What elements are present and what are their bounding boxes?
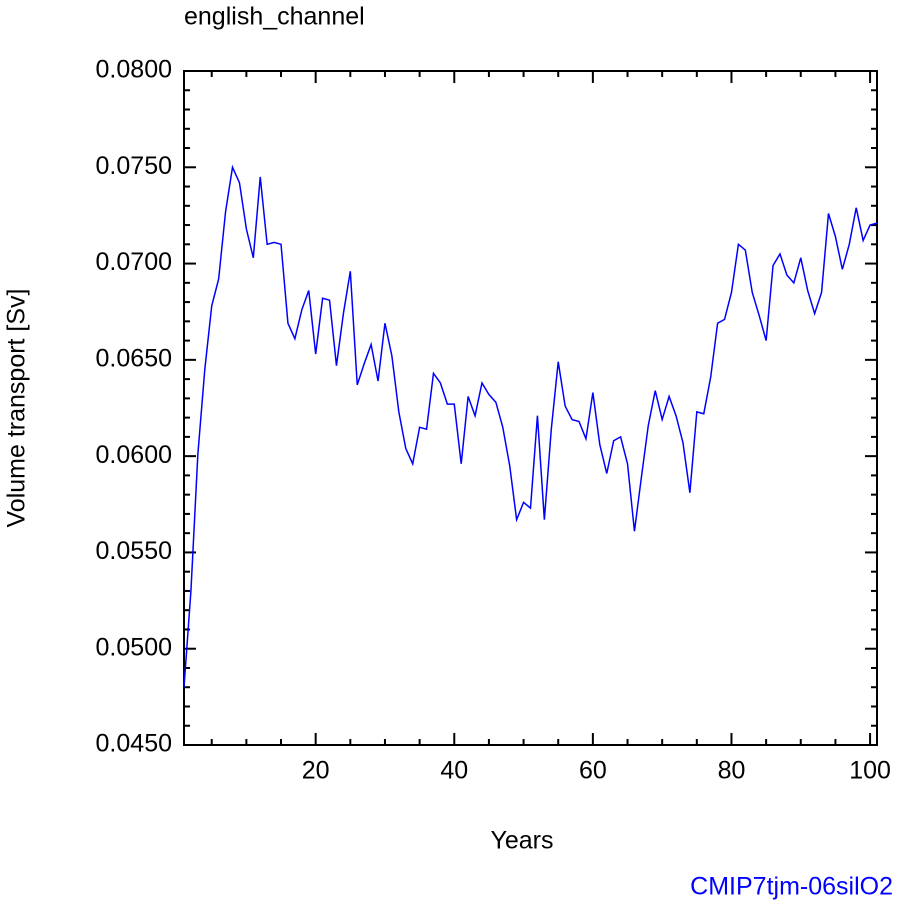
y-tick-label: 0.0800 — [96, 56, 172, 84]
y-tick-label: 0.0750 — [96, 152, 172, 180]
y-axis-label: Volume transport [Sv] — [3, 288, 31, 527]
x-tick-label: 40 — [440, 757, 468, 785]
x-axis-label: Years — [490, 827, 553, 855]
data-line — [183, 164, 878, 688]
y-tick-label: 0.0650 — [96, 344, 172, 372]
x-tick-label: 20 — [302, 757, 330, 785]
y-tick-label: 0.0450 — [96, 730, 172, 758]
y-tick-label: 0.0500 — [96, 633, 172, 661]
y-tick-label: 0.0700 — [96, 248, 172, 276]
annotation: CMIP7tjm-06silO2 — [690, 873, 893, 901]
plot-frame — [183, 70, 878, 746]
x-tick-label: 80 — [718, 757, 746, 785]
x-tick-label: 60 — [579, 757, 607, 785]
chart-title: english_channel — [184, 3, 365, 31]
y-tick-label: 0.0550 — [96, 537, 172, 565]
y-tick-label: 0.0600 — [96, 441, 172, 469]
x-tick-label: 100 — [849, 757, 891, 785]
